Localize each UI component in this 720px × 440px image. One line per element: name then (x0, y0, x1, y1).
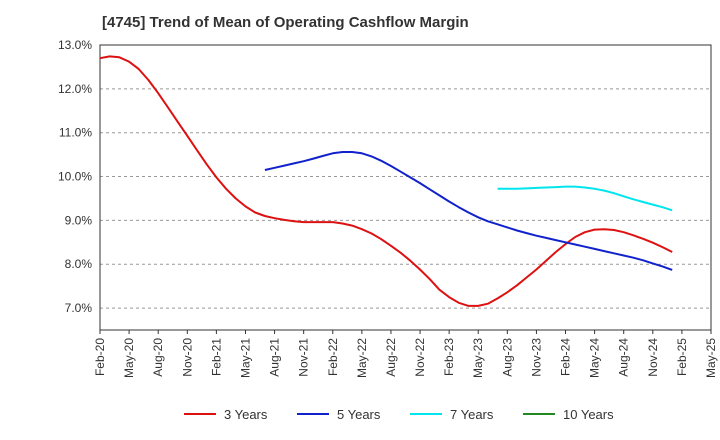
x-tick-label: Aug-20 (151, 338, 165, 377)
x-tick-label: May-20 (122, 338, 136, 378)
chart-title: [4745] Trend of Mean of Operating Cashfl… (102, 14, 469, 31)
y-tick-label: 10.0% (58, 170, 92, 184)
x-tick-label: May-24 (588, 338, 602, 378)
series-line-3-years (99, 55, 673, 307)
x-tick-label: Nov-21 (297, 338, 311, 377)
y-tick-label: 13.0% (58, 38, 92, 52)
x-tick-label: Aug-23 (500, 338, 514, 377)
y-tick-labels: 7.0% 8.0% 9.0% 10.0% 11.0% 12.0% 13.0% (58, 38, 92, 315)
x-tick-label: May-25 (704, 338, 718, 378)
grid-lines (100, 44, 711, 309)
y-tick-label: 7.0% (65, 301, 93, 315)
x-tick-label: Feb-23 (442, 338, 456, 376)
legend-label-7-years: 7 Years (450, 407, 494, 422)
y-tick-label: 11.0% (59, 126, 92, 140)
axes (99, 44, 712, 334)
x-tick-label: May-22 (355, 338, 369, 378)
x-tick-label: Aug-22 (384, 338, 398, 377)
x-tick-label: Aug-21 (268, 338, 282, 377)
x-tick-label: Nov-23 (529, 338, 543, 377)
y-tick-label: 9.0% (65, 213, 93, 227)
y-tick-label: 12.0% (58, 82, 92, 96)
legend-label-10-years: 10 Years (563, 407, 614, 422)
legend-label-5-years: 5 Years (337, 407, 381, 422)
y-tick-label: 8.0% (65, 257, 93, 271)
x-tick-label: Feb-21 (209, 338, 223, 376)
plot-area-frame (99, 44, 712, 331)
x-tick-labels: Feb-20 May-20 Aug-20 Nov-20 Feb-21 May-21 Aug-… (93, 338, 718, 378)
x-tick-label: Feb-20 (93, 338, 107, 376)
legend: 3 Years 5 Years 7 Years 10 Years (184, 407, 614, 422)
x-tick-label: Feb-22 (326, 338, 340, 376)
x-tick-label: May-21 (238, 338, 252, 378)
x-tick-label: Nov-22 (413, 338, 427, 377)
x-tick-label: Nov-24 (646, 338, 660, 377)
x-tick-label: Nov-20 (180, 338, 194, 377)
x-tick-label: May-23 (471, 338, 485, 378)
x-tick-label: Aug-24 (617, 338, 631, 377)
x-tick-label: Feb-25 (675, 338, 689, 376)
x-tick-label: Feb-24 (559, 338, 573, 376)
series-line-7-years (497, 185, 673, 212)
series-lines (99, 55, 673, 307)
legend-label-3-years: 3 Years (224, 407, 268, 422)
series-line-5-years (264, 151, 673, 271)
